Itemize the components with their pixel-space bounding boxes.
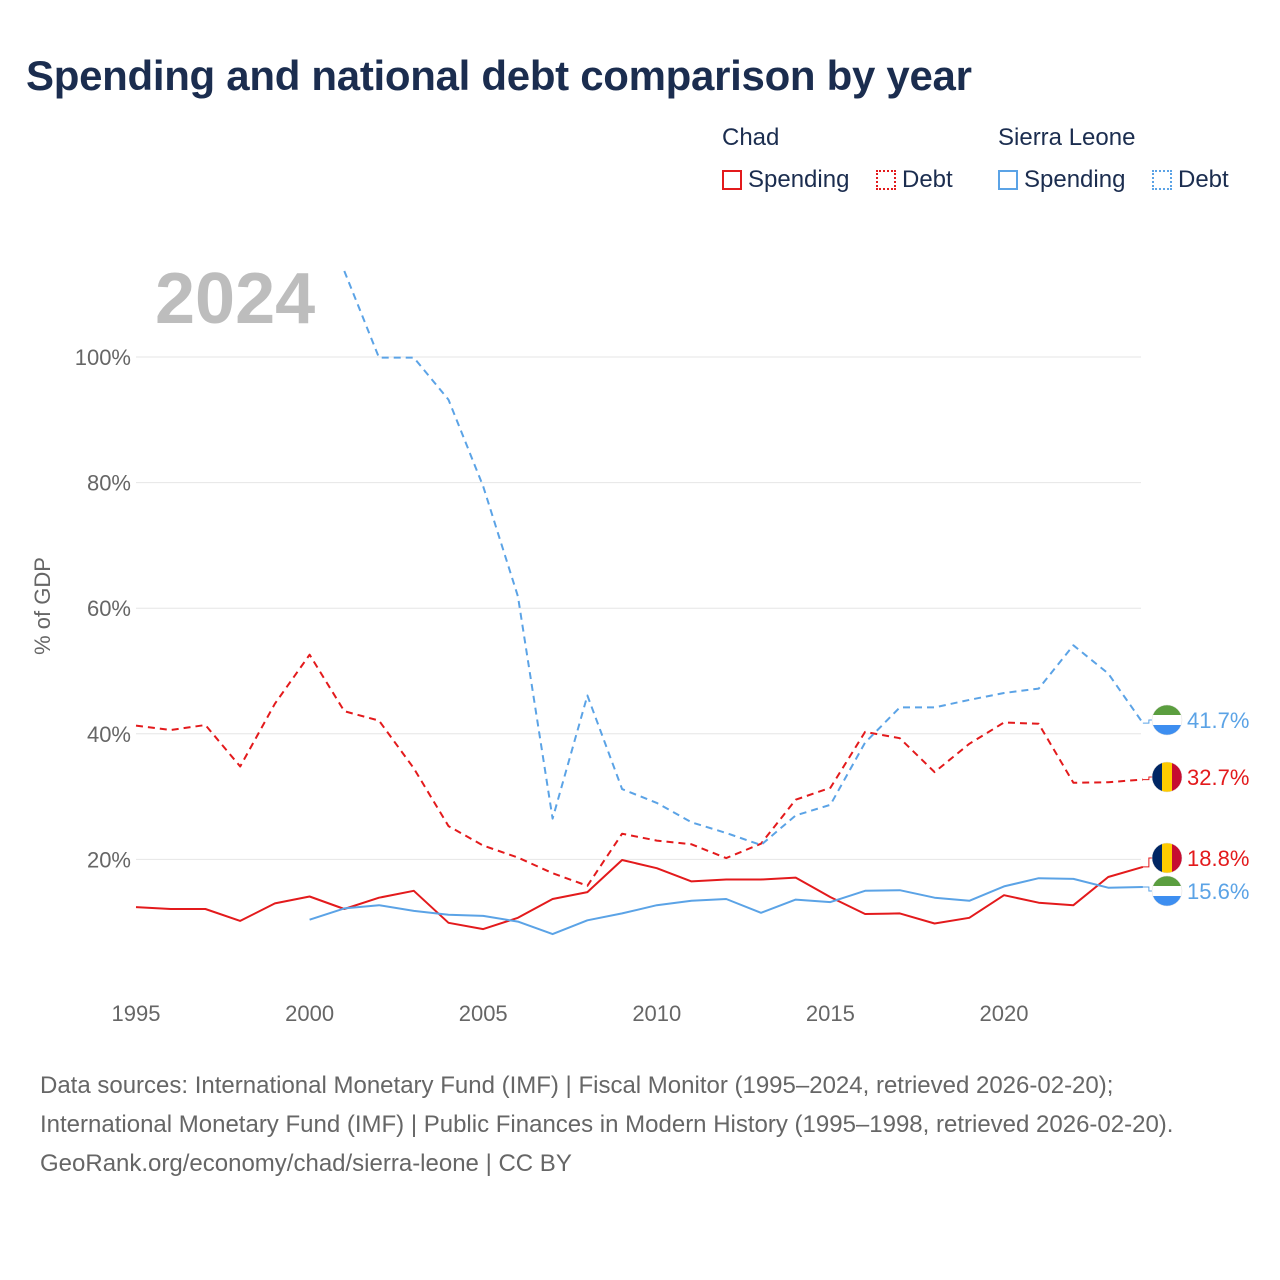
legend-label: Spending bbox=[748, 166, 850, 193]
flag-outline bbox=[1151, 704, 1183, 736]
flag-stripe bbox=[1152, 896, 1182, 906]
chad-flag-icon bbox=[1152, 843, 1182, 873]
flag-stripe bbox=[1152, 725, 1182, 735]
series-line-chad-spending bbox=[135, 859, 1144, 931]
chart-title: Spending and national debt comparison by… bbox=[26, 52, 972, 99]
end-value-label: 41.7% bbox=[1187, 708, 1249, 733]
flag-outline bbox=[1151, 842, 1183, 874]
end-label-sierra-leone-debt: 41.7% bbox=[1142, 704, 1249, 736]
legend-swatch-dotted bbox=[1152, 170, 1172, 190]
flag-stripe bbox=[1152, 876, 1182, 886]
flag-stripe bbox=[1152, 705, 1182, 715]
year-watermark: 2024 bbox=[155, 259, 315, 339]
x-tick-label: 1995 bbox=[112, 1001, 161, 1026]
legend-label: Spending bbox=[1024, 166, 1126, 193]
flag-stripe bbox=[1152, 886, 1182, 896]
legend-item-chad-spending[interactable]: Spending bbox=[722, 166, 849, 194]
x-tick-label: 2005 bbox=[459, 1001, 508, 1026]
legend-swatch-solid bbox=[722, 170, 742, 190]
legend-label: Debt bbox=[1178, 166, 1229, 193]
end-label-sierra-leone-spending: 15.6% bbox=[1142, 875, 1249, 907]
y-tick-label: 20% bbox=[87, 847, 131, 872]
legend-item-sierra-leone-spending[interactable]: Spending bbox=[998, 166, 1125, 194]
series-line-chad-debt bbox=[135, 653, 1143, 887]
y-tick-label: 60% bbox=[87, 596, 131, 621]
legend-country-sierra-leone: Sierra Leone bbox=[998, 124, 1136, 151]
flag-stripe bbox=[1152, 762, 1162, 792]
line-chart: 20% 40% 60% 80% 100% 1995 2000 2005 2010 2015 2020… bbox=[30, 259, 1249, 1026]
legend-swatch-dotted bbox=[876, 170, 896, 190]
flag-stripe bbox=[1152, 715, 1182, 725]
flag-outline bbox=[1151, 761, 1183, 793]
sierra-leone-flag-icon bbox=[1152, 876, 1182, 906]
y-axis-label: % of GDP bbox=[30, 557, 55, 655]
attribution: GeoRank.org/economy/chad/sierra-leone | … bbox=[40, 1150, 572, 1177]
flag-stripe bbox=[1162, 762, 1172, 792]
legend-label: Debt bbox=[902, 166, 953, 193]
sierra-leone-flag-icon bbox=[1152, 705, 1182, 735]
chad-flag-icon bbox=[1152, 762, 1182, 792]
y-tick-label: 80% bbox=[87, 471, 131, 496]
end-value-label: 15.6% bbox=[1187, 879, 1249, 904]
x-tick-label: 2015 bbox=[806, 1001, 855, 1026]
end-label-chad-spending: 18.8% bbox=[1142, 842, 1249, 874]
flag-stripe bbox=[1162, 843, 1172, 873]
y-tick-label: 100% bbox=[75, 345, 131, 370]
end-label-chad-debt: 32.7% bbox=[1142, 761, 1249, 793]
legend-swatch-solid bbox=[998, 170, 1018, 190]
footer: Data sources: International Monetary Fun… bbox=[40, 1066, 1240, 1183]
flag-stripe bbox=[1152, 843, 1162, 873]
x-tick-label: 2010 bbox=[632, 1001, 681, 1026]
data-sources: Data sources: International Monetary Fun… bbox=[40, 1072, 1174, 1138]
series-line-sierra-leone-debt bbox=[343, 270, 1144, 846]
x-tick-label: 2020 bbox=[980, 1001, 1029, 1026]
end-value-label: 32.7% bbox=[1187, 765, 1249, 790]
end-value-label: 18.8% bbox=[1187, 846, 1249, 871]
x-tick-label: 2000 bbox=[285, 1001, 334, 1026]
legend-item-chad-debt[interactable]: Debt bbox=[876, 166, 953, 194]
flag-outline bbox=[1151, 875, 1183, 907]
series-line-sierra-leone-spending bbox=[309, 877, 1143, 936]
y-tick-label: 40% bbox=[87, 722, 131, 747]
legend-country-chad: Chad bbox=[722, 124, 780, 151]
legend-item-sierra-leone-debt[interactable]: Debt bbox=[1152, 166, 1229, 194]
flag-stripe bbox=[1172, 762, 1182, 792]
flag-stripe bbox=[1172, 843, 1182, 873]
